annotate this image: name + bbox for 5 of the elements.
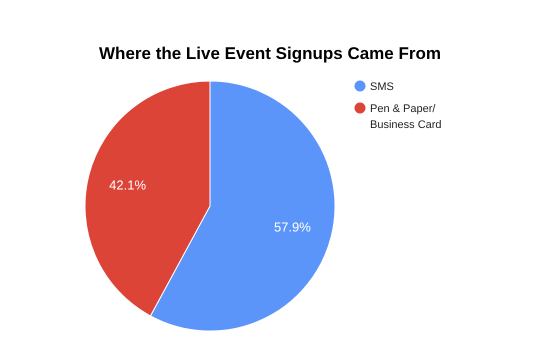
legend-label: SMS (370, 80, 394, 93)
legend-label: Pen & Paper/ Business Card (370, 102, 442, 131)
data-label: 57.9% (274, 219, 312, 234)
chart-title: Where the Live Event Signups Came From (99, 44, 441, 63)
data-label: 42.1% (109, 178, 146, 193)
